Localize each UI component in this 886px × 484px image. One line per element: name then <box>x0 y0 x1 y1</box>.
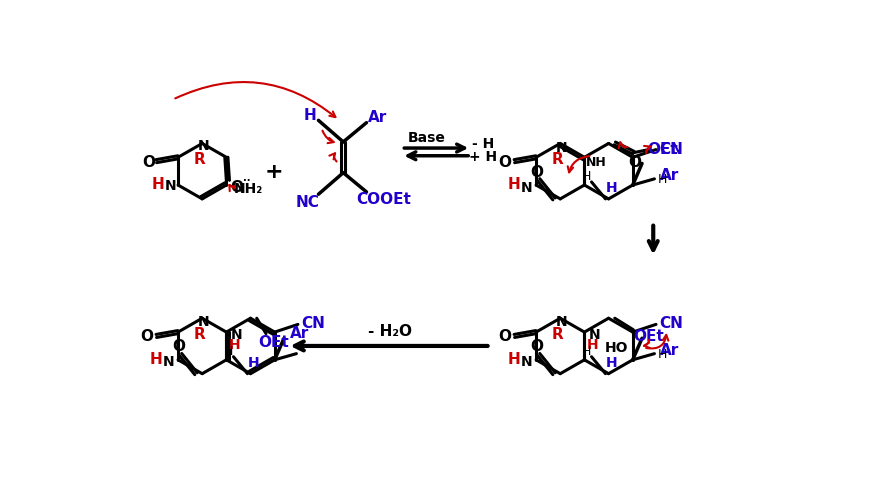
Text: - H: - H <box>471 137 494 151</box>
Text: + H: + H <box>469 150 497 164</box>
Text: NH₂: NH₂ <box>233 182 262 196</box>
Text: CN: CN <box>659 316 683 331</box>
Text: OEt: OEt <box>259 334 289 349</box>
Text: O: O <box>173 339 185 354</box>
Text: O: O <box>499 154 511 169</box>
Text: H: H <box>657 348 667 361</box>
Text: O: O <box>628 155 641 170</box>
Text: R: R <box>552 326 563 341</box>
Text: N: N <box>588 327 601 341</box>
Text: NC: NC <box>296 195 320 210</box>
Text: N: N <box>556 140 568 154</box>
Text: O: O <box>230 180 244 195</box>
Text: H: H <box>304 108 316 123</box>
Text: H: H <box>248 355 260 369</box>
Text: H: H <box>582 344 592 357</box>
Text: Base: Base <box>408 130 446 144</box>
Text: COOEt: COOEt <box>356 192 411 207</box>
Text: Ar: Ar <box>368 110 387 125</box>
Text: OEt: OEt <box>633 328 664 343</box>
Text: HO: HO <box>604 341 628 355</box>
Text: O: O <box>531 165 543 179</box>
Text: R: R <box>194 152 206 167</box>
Text: H: H <box>508 351 521 366</box>
Text: O: O <box>141 329 153 344</box>
Text: H: H <box>152 177 164 192</box>
Text: N: N <box>165 179 176 193</box>
Text: H: H <box>229 338 241 352</box>
Text: H: H <box>508 177 521 192</box>
Text: H: H <box>150 351 163 366</box>
Text: CN: CN <box>659 141 683 156</box>
Text: N: N <box>198 139 210 152</box>
Text: N: N <box>198 315 210 329</box>
Text: O: O <box>499 329 511 344</box>
Text: Ar: Ar <box>660 167 680 182</box>
Text: R: R <box>194 326 206 341</box>
Text: CN: CN <box>301 316 325 331</box>
Text: N: N <box>230 327 242 341</box>
Text: NH: NH <box>586 156 606 169</box>
Text: H: H <box>657 173 667 186</box>
Text: O: O <box>531 339 543 354</box>
Text: Ar: Ar <box>290 325 309 340</box>
Text: N: N <box>521 180 532 194</box>
Text: H: H <box>606 181 618 195</box>
Text: +: + <box>264 162 283 182</box>
Text: H: H <box>606 355 618 369</box>
Text: H: H <box>587 338 599 352</box>
Text: H: H <box>582 170 592 183</box>
Text: OEt: OEt <box>648 141 678 156</box>
Text: - H₂O: - H₂O <box>368 323 412 338</box>
Text: N: N <box>163 355 175 369</box>
Text: ··: ·· <box>243 176 250 186</box>
Text: O: O <box>142 154 155 169</box>
Text: Ar: Ar <box>660 342 680 357</box>
Text: R: R <box>552 152 563 167</box>
Text: N: N <box>556 315 568 329</box>
Text: N: N <box>521 355 532 369</box>
Text: H: H <box>224 344 234 357</box>
